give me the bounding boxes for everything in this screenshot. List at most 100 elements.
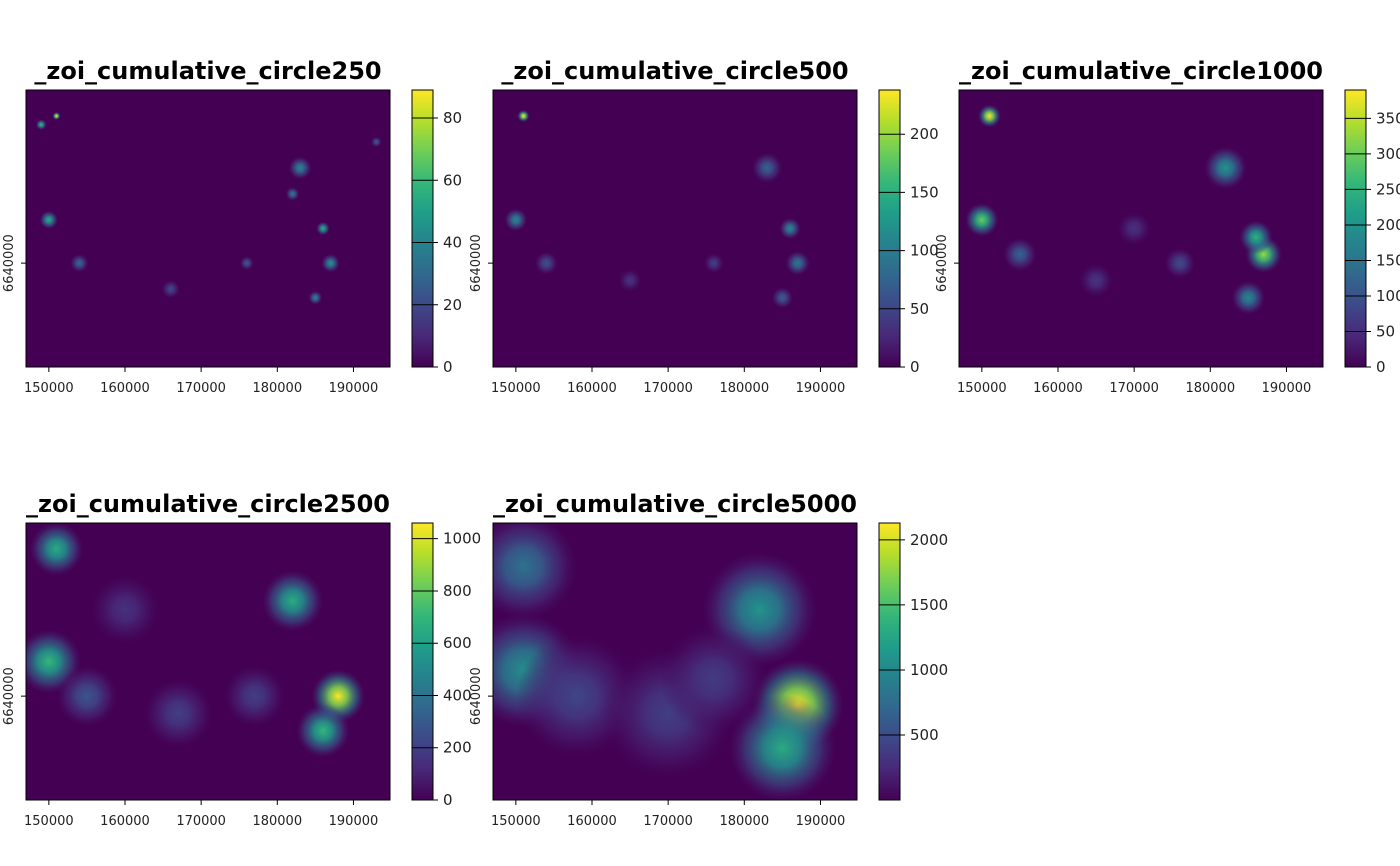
hotspot [39, 210, 58, 229]
y-tick-label: 6640000 [469, 234, 484, 292]
hotspot [534, 251, 558, 275]
hotspot [660, 625, 768, 733]
x-tick-label: 160000 [567, 814, 617, 829]
hotspot [144, 679, 213, 748]
legend-tick-label: 0 [910, 358, 920, 376]
y-tick-label: 6640000 [2, 667, 17, 725]
map-panel-1: _zoi_cumulative_circle250 150000 160000 170… [2, 57, 462, 396]
x-tick-label: 160000 [1033, 381, 1083, 396]
hotspot [370, 136, 382, 148]
plot-frame [25, 89, 391, 368]
hotspot [308, 290, 323, 305]
map-panel-4: _zoi_cumulative_circle2500 150000 160000 17… [2, 490, 481, 829]
hotspot [751, 152, 783, 184]
raster-hotspots [504, 109, 810, 309]
hotspot [1117, 211, 1151, 246]
plot-frame [492, 522, 858, 801]
x-tick-label: 190000 [329, 381, 379, 396]
raster-hotspots [35, 111, 382, 305]
legend-tick-label: 20 [443, 296, 462, 314]
y-tick-label: 6640000 [935, 234, 950, 292]
legend-tick-label: 150 [1376, 251, 1400, 269]
panel-title: _zoi_cumulative_circle1000 [959, 57, 1323, 85]
x-tick-label: 180000 [252, 814, 302, 829]
hotspot [978, 104, 1001, 128]
hotspot [1164, 247, 1196, 279]
x-tick-label: 160000 [567, 381, 617, 396]
legend-tick-label: 0 [1376, 358, 1386, 376]
x-tick-label: 150000 [24, 814, 74, 829]
legend-tick-label: 150 [910, 183, 939, 201]
map-panel-5: _zoi_cumulative_circle5000 150000 160000 17… [469, 490, 948, 829]
hotspot [285, 187, 300, 201]
x-tick-label: 150000 [491, 814, 541, 829]
legend-tick-label: 1500 [910, 596, 948, 614]
x-tick-label: 170000 [1109, 381, 1159, 396]
x-tick-label: 190000 [1262, 381, 1312, 396]
x-tick-label: 190000 [329, 814, 379, 829]
legend-tick-label: 50 [910, 300, 929, 318]
x-tick-label: 150000 [24, 381, 74, 396]
hotspot [90, 575, 160, 644]
legend-tick-label: 40 [443, 234, 462, 252]
legend-colorbar [411, 89, 434, 368]
hotspot [1079, 263, 1113, 298]
legend-tick-label: 0 [443, 791, 453, 809]
hotspot [161, 279, 180, 299]
legend-tick-label: 800 [443, 582, 472, 600]
hotspot [1003, 237, 1037, 272]
legend-tick-label: 100 [910, 242, 939, 260]
legend-tick-label: 80 [443, 109, 462, 127]
hotspot [785, 250, 810, 276]
y-tick-label: 6640000 [2, 234, 17, 292]
plot-frame [958, 89, 1324, 368]
hotspot [965, 203, 999, 237]
panel-title: _zoi_cumulative_circle5000 [493, 490, 857, 518]
hotspot [56, 665, 118, 727]
legend-colorbar [411, 522, 434, 801]
x-tick-label: 180000 [719, 814, 769, 829]
hotspot [316, 221, 330, 236]
x-tick-label: 190000 [796, 381, 846, 396]
x-tick-label: 180000 [252, 381, 302, 396]
legend-tick-label: 250 [1376, 180, 1400, 198]
hotspot [29, 523, 84, 576]
legend-colorbar [878, 522, 901, 801]
x-tick-label: 170000 [176, 814, 226, 829]
legend-tick-label: 100 [1376, 287, 1400, 305]
y-tick-label: 6640000 [469, 667, 484, 725]
x-tick-label: 170000 [643, 381, 693, 396]
x-tick-label: 190000 [796, 814, 846, 829]
legend-tick-label: 200 [443, 739, 472, 757]
map-panel-3: _zoi_cumulative_circle1000 150000 160000 17… [935, 57, 1400, 396]
raster-background [493, 90, 857, 367]
hotspot [703, 253, 724, 274]
legend-tick-label: 1000 [443, 530, 481, 548]
plot-frame [492, 89, 858, 368]
hotspot [493, 523, 577, 620]
hotspot [618, 269, 642, 292]
hotspot [239, 256, 254, 270]
x-tick-label: 160000 [100, 814, 150, 829]
x-tick-label: 160000 [100, 381, 150, 396]
legend-tick-label: 1000 [910, 661, 948, 679]
hotspot [223, 665, 285, 727]
hotspot [504, 208, 528, 232]
hotspot [288, 156, 312, 180]
legend-colorbar [1344, 89, 1367, 368]
legend-tick-label: 50 [1376, 322, 1395, 340]
raster-hotspots [26, 523, 365, 758]
map-panel-2: _zoi_cumulative_circle500 150000 160000 170… [469, 57, 939, 396]
panel-title: _zoi_cumulative_circle250 [34, 57, 381, 85]
x-tick-label: 170000 [176, 381, 226, 396]
hotspot [729, 694, 836, 800]
hotspot [262, 570, 323, 632]
legend-tick-label: 300 [1376, 145, 1400, 163]
hotspot [1239, 220, 1273, 254]
x-tick-label: 150000 [491, 381, 541, 396]
panel-title: _zoi_cumulative_circle2500 [26, 490, 390, 518]
legend-tick-label: 500 [910, 726, 939, 744]
plot-frame [25, 522, 391, 801]
legend-tick-label: 400 [443, 686, 472, 704]
